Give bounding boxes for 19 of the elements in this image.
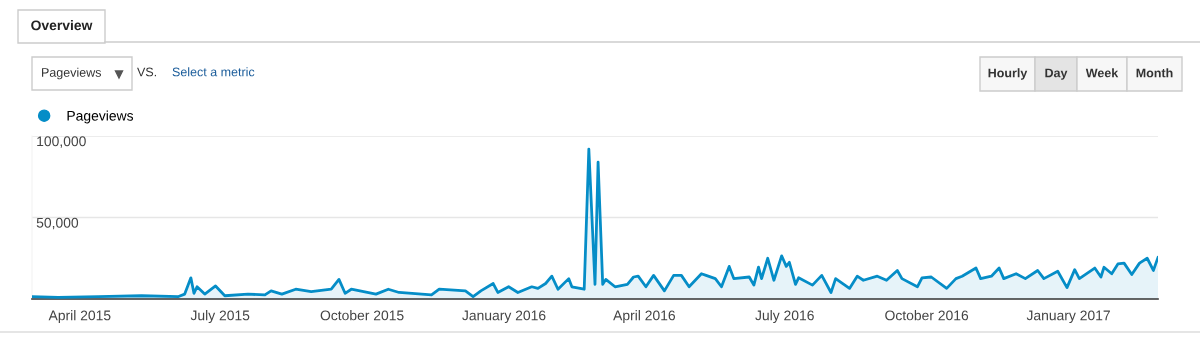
text: Day: [1045, 68, 1068, 80]
x-tick-label: April 2015: [48, 310, 111, 324]
x-tick-label: January 2016: [462, 310, 546, 324]
y-tick-label: 50,000: [36, 217, 79, 230]
text: Pageviews: [42, 67, 101, 80]
x-tick-label: July 2016: [755, 310, 814, 324]
text: Week: [1085, 68, 1119, 78]
x-tick-label: July 2015: [190, 310, 250, 324]
text: Select a metric: [172, 67, 255, 77]
text: Overview: [31, 20, 93, 31]
x-tick-label: April 2016: [613, 310, 676, 324]
legend-label: Pageviews: [67, 110, 134, 124]
y-tick-label: 100,000: [37, 136, 86, 148]
text: Month: [1136, 68, 1173, 78]
x-tick-label: October 2015: [320, 310, 404, 321]
text: VS.: [137, 67, 157, 77]
text: Hourly: [988, 68, 1028, 80]
x-tick-label: January 2017: [1026, 310, 1110, 324]
x-tick-label: October 2016: [885, 310, 969, 321]
